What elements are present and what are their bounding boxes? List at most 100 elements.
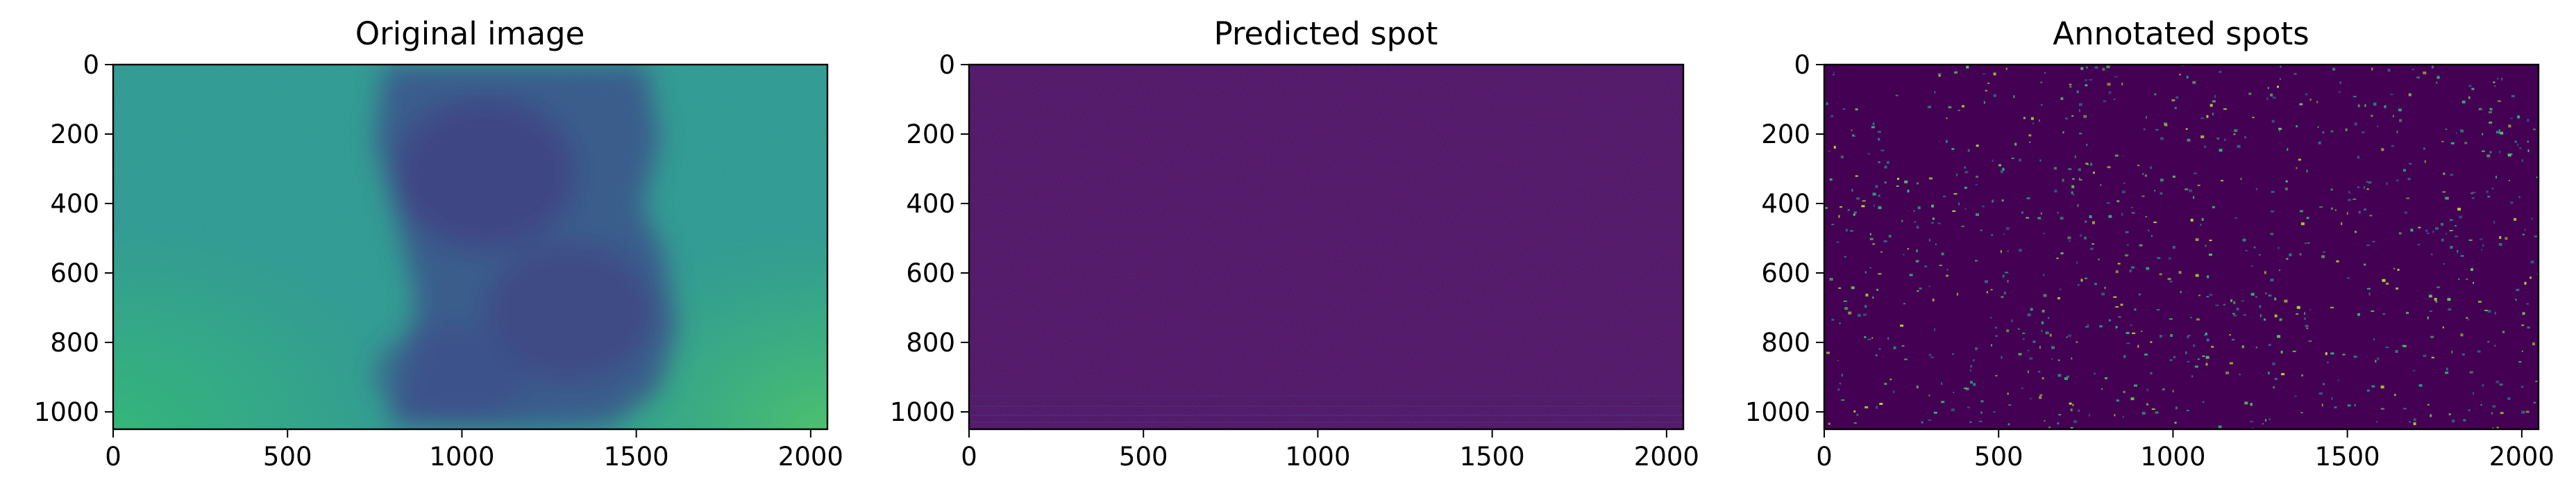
spot — [2309, 98, 2312, 101]
spot — [2073, 420, 2078, 424]
spot — [2122, 415, 2124, 418]
spot — [2284, 299, 2288, 303]
spot — [2221, 180, 2224, 182]
spot — [2478, 108, 2482, 110]
spot — [2441, 140, 2444, 142]
spot — [2123, 390, 2125, 393]
spot — [2121, 213, 2123, 216]
spot — [2430, 310, 2432, 313]
spot — [1864, 271, 1867, 274]
spot — [2489, 111, 2492, 114]
y-tick-label: 600 — [1761, 258, 1810, 288]
spot — [1945, 140, 1948, 143]
spot — [1839, 322, 1841, 324]
spot — [2219, 149, 2223, 152]
spot — [2459, 215, 2463, 219]
spot — [2150, 372, 2153, 374]
spot — [2534, 401, 2536, 404]
spot — [2080, 67, 2084, 70]
spot — [2248, 92, 2252, 95]
spot — [2447, 298, 2451, 301]
spot — [2250, 292, 2255, 296]
spot — [2138, 293, 2141, 296]
spot — [2279, 130, 2280, 132]
spot — [2521, 159, 2523, 163]
spot — [2481, 249, 2482, 251]
spot — [2114, 76, 2118, 78]
spot — [2048, 426, 2051, 429]
spot — [1871, 126, 1875, 128]
spot — [2347, 404, 2351, 407]
spot — [2280, 78, 2281, 80]
spot — [2330, 130, 2334, 133]
spot — [2040, 212, 2042, 215]
spot — [2094, 372, 2096, 374]
image-predicted — [969, 65, 1683, 429]
spot — [2006, 329, 2010, 333]
spot — [2058, 414, 2062, 416]
spot — [2445, 128, 2448, 131]
spot — [2134, 308, 2137, 311]
spot — [2432, 230, 2434, 233]
spot — [2062, 131, 2064, 134]
spot — [2255, 296, 2257, 298]
spot — [2002, 167, 2005, 171]
spot — [2102, 67, 2105, 71]
spot — [2321, 404, 2323, 407]
spot — [2273, 386, 2275, 389]
spot — [1878, 161, 1880, 163]
spot — [1855, 108, 1858, 110]
spot — [1964, 208, 1967, 210]
spot — [2048, 317, 2050, 319]
spot — [2131, 212, 2135, 214]
spot — [1935, 243, 1937, 245]
x-tick-label: 500 — [1119, 442, 1168, 472]
spot — [2069, 240, 2071, 242]
spot — [1828, 150, 1831, 152]
spot — [1888, 235, 1892, 238]
spot — [2044, 420, 2046, 422]
spot — [2010, 319, 2013, 322]
spot — [1904, 358, 1908, 360]
spot — [2348, 190, 2350, 194]
spot — [1976, 176, 1979, 178]
spot — [1833, 72, 1835, 74]
spot — [2430, 414, 2432, 417]
spot — [2264, 318, 2266, 321]
spot — [1851, 129, 1853, 131]
spot — [2455, 235, 2459, 238]
x-axis-ticks: 0 500 1000 1500 2000 — [105, 429, 843, 472]
spot — [2526, 303, 2529, 305]
spot — [2243, 314, 2246, 316]
spot — [2201, 218, 2204, 221]
spot — [1946, 117, 1948, 119]
spot — [1884, 181, 1887, 184]
spot — [1965, 388, 1969, 390]
spot — [2495, 380, 2500, 383]
spot — [2352, 96, 2357, 97]
spot — [2205, 332, 2207, 335]
spot — [2332, 67, 2336, 71]
spot — [2206, 338, 2209, 342]
spot — [2395, 350, 2398, 353]
spot — [1952, 210, 1956, 212]
spot — [2003, 291, 2006, 294]
spot — [1869, 233, 1871, 235]
spot — [2456, 132, 2458, 134]
spot — [2209, 103, 2213, 107]
spot — [2233, 338, 2235, 341]
spot — [2193, 344, 2196, 347]
spot — [1937, 222, 1941, 224]
spot — [2473, 392, 2474, 395]
spot — [2032, 340, 2036, 343]
spot — [1837, 360, 1840, 362]
spot — [2423, 354, 2427, 357]
spot — [1962, 105, 1964, 108]
spot — [2212, 113, 2214, 116]
spot — [1852, 135, 1856, 137]
spot — [2418, 226, 2421, 229]
spot — [2007, 392, 2009, 395]
y-tick-label: 0 — [938, 50, 955, 80]
spot — [2486, 154, 2491, 158]
spot — [2003, 233, 2005, 235]
